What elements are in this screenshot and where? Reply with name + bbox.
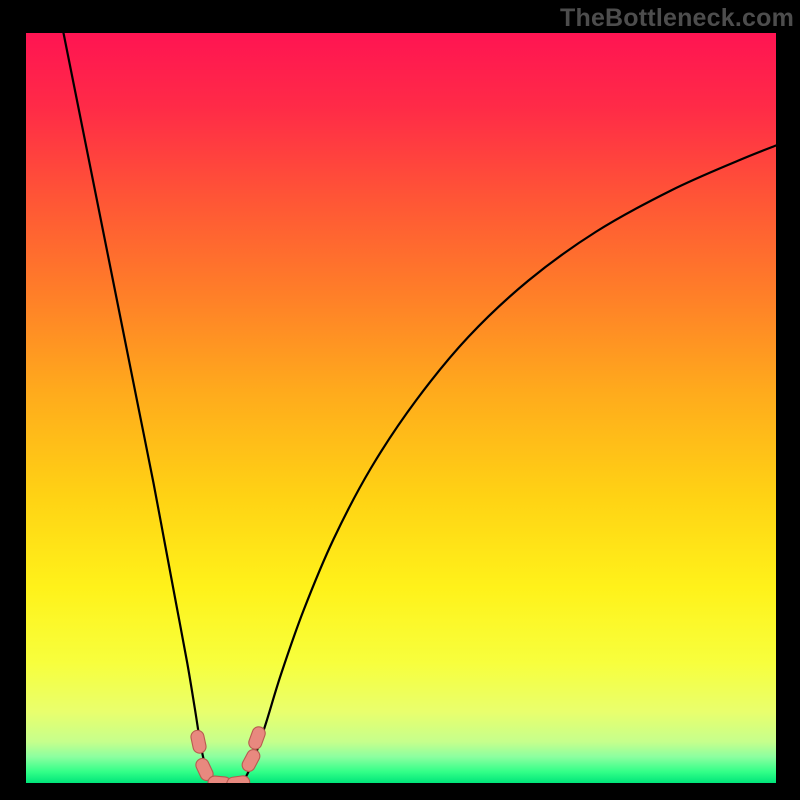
watermark-text: TheBottleneck.com: [560, 4, 794, 33]
plot-area: [26, 33, 776, 783]
plot-svg: [26, 33, 776, 783]
